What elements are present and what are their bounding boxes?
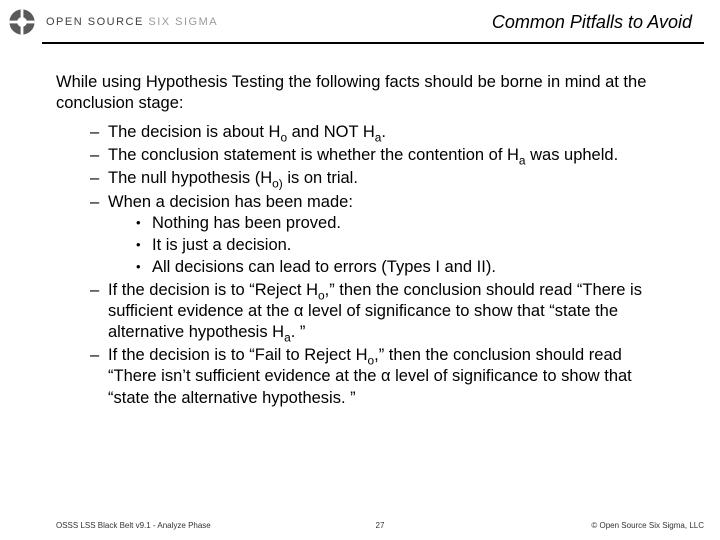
brand-light: SIX SIGMA	[144, 16, 218, 28]
slide-title: Common Pitfalls to Avoid	[218, 12, 704, 33]
bullet-list: The decision is about Ho and NOT Ha. The…	[56, 122, 672, 408]
list-item: The conclusion statement is whether the …	[90, 145, 672, 166]
list-item: The null hypothesis (Ho) is on trial.	[90, 168, 672, 189]
footer-left: OSSS LSS Black Belt v9.1 - Analyze Phase	[56, 521, 356, 530]
list-item: If the decision is to “Reject Ho,” then …	[90, 280, 672, 343]
content-area: While using Hypothesis Testing the follo…	[0, 44, 720, 409]
intro-text: While using Hypothesis Testing the follo…	[56, 72, 672, 114]
list-item: Nothing has been proved.	[136, 213, 672, 234]
page-number: 27	[356, 521, 405, 530]
brand-dark: OPEN SOURCE	[46, 16, 144, 28]
footer: OSSS LSS Black Belt v9.1 - Analyze Phase…	[0, 521, 720, 530]
list-item: All decisions can lead to errors (Types …	[136, 257, 672, 278]
footer-right: © Open Source Six Sigma, LLC	[404, 521, 704, 530]
list-item: It is just a decision.	[136, 235, 672, 256]
sub-bullet-list: Nothing has been proved. It is just a de…	[108, 213, 672, 278]
logo-icon	[8, 8, 36, 36]
list-item: If the decision is to “Fail to Reject Ho…	[90, 345, 672, 408]
list-item: The decision is about Ho and NOT Ha.	[90, 122, 672, 143]
header: OPEN SOURCE SIX SIGMA Common Pitfalls to…	[0, 0, 720, 40]
brand-text: OPEN SOURCE SIX SIGMA	[46, 16, 218, 28]
list-item: When a decision has been made: Nothing h…	[90, 192, 672, 278]
